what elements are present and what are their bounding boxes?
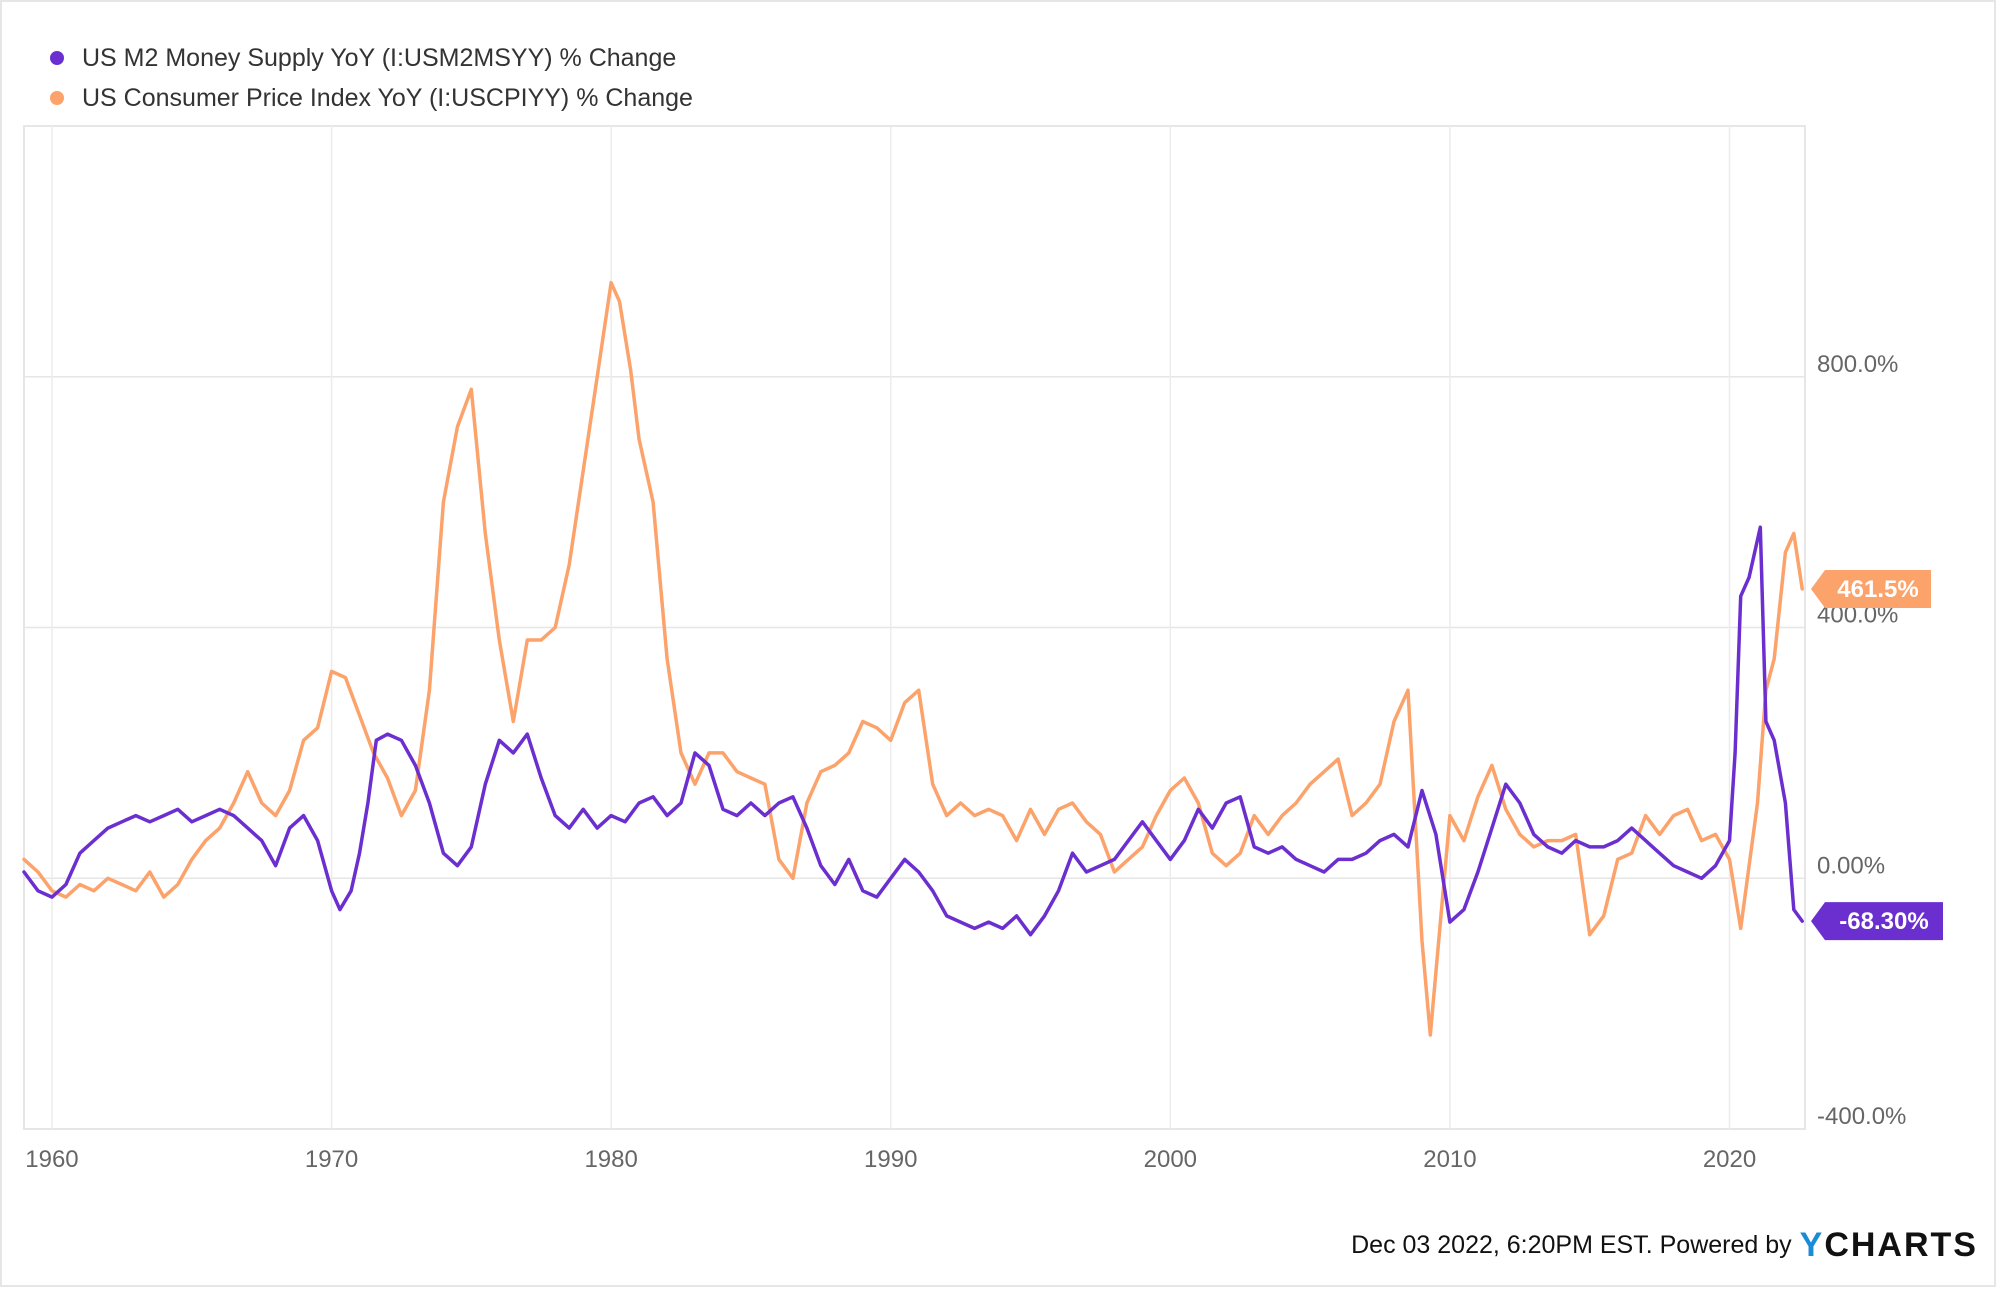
legend: US M2 Money Supply YoY (I:USM2MSYY) % Ch… — [50, 38, 693, 118]
x-tick-label: 1960 — [25, 1146, 78, 1173]
legend-item-cpi[interactable]: US Consumer Price Index YoY (I:USCPIYY) … — [50, 78, 693, 118]
x-axis-ticks: 1960 1970 1980 1990 2000 2010 2020 — [25, 1146, 1756, 1173]
legend-item-m2[interactable]: US M2 Money Supply YoY (I:USM2MSYY) % Ch… — [50, 38, 693, 78]
m2-series-line[interactable] — [22, 525, 1804, 937]
x-tick-label: 1980 — [584, 1146, 637, 1173]
m2-end-label: -68.30% — [1839, 908, 1928, 935]
y-tick-label: -400.0% — [1817, 1103, 1906, 1130]
grid — [23, 125, 1806, 1130]
x-tick-label: 2020 — [1703, 1146, 1756, 1173]
cpi-series-line[interactable] — [22, 280, 1804, 1037]
cpi-end-label-bg — [1811, 569, 1931, 608]
x-tick-label: 1970 — [305, 1146, 358, 1173]
y-tick-label: 0.00% — [1817, 852, 1885, 879]
m2-end-label-bg — [1811, 902, 1943, 941]
legend-dot-m2 — [50, 51, 64, 65]
end-labels: -68.30% 461.5% — [1811, 569, 1943, 941]
legend-label-m2: US M2 Money Supply YoY (I:USM2MSYY) % Ch… — [82, 43, 677, 72]
legend-label-cpi: US Consumer Price Index YoY (I:USCPIYY) … — [82, 83, 693, 112]
y-tick-label: 800.0% — [1817, 351, 1898, 378]
ycharts-logo[interactable]: YCHARTS — [1800, 1226, 1978, 1265]
cpi-end-label: 461.5% — [1837, 576, 1918, 603]
footer: Dec 03 2022, 6:20PM EST. Powered by YCHA… — [1351, 1226, 1978, 1265]
ycharts-logo-y: Y — [1799, 1226, 1825, 1264]
x-tick-label: 2010 — [1423, 1146, 1476, 1173]
ycharts-logo-text: CHARTS — [1824, 1226, 1978, 1264]
x-tick-label: 1990 — [864, 1146, 917, 1173]
x-tick-label: 2000 — [1144, 1146, 1197, 1173]
legend-dot-cpi — [50, 91, 64, 105]
footer-timestamp: Dec 03 2022, 6:20PM EST. Powered by — [1351, 1231, 1792, 1259]
y-axis-ticks: 800.0%400.0%0.00%-400.0% — [1817, 351, 1906, 1130]
series-lines — [22, 280, 1804, 1037]
